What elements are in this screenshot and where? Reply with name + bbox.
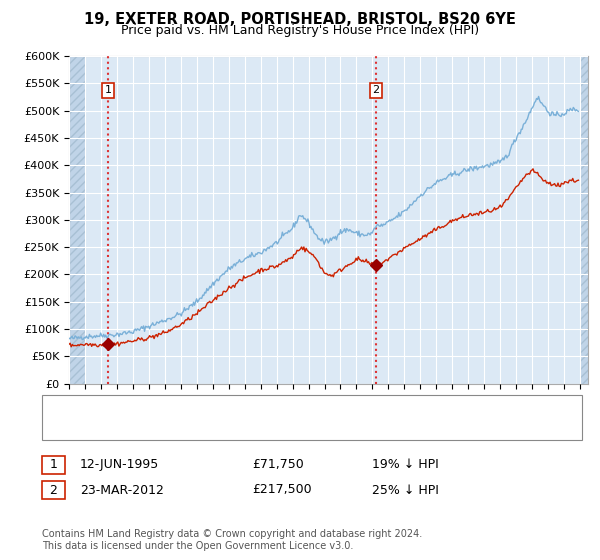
Text: 2: 2 <box>49 483 58 497</box>
Text: 23-MAR-2012: 23-MAR-2012 <box>80 483 164 497</box>
Text: HPI: Average price, detached house, North Somerset: HPI: Average price, detached house, Nort… <box>102 419 397 429</box>
Text: 25% ↓ HPI: 25% ↓ HPI <box>372 483 439 497</box>
Text: Price paid vs. HM Land Registry's House Price Index (HPI): Price paid vs. HM Land Registry's House … <box>121 24 479 36</box>
Text: 1: 1 <box>104 85 112 95</box>
Text: 19, EXETER ROAD, PORTISHEAD, BRISTOL, BS20 6YE: 19, EXETER ROAD, PORTISHEAD, BRISTOL, BS… <box>84 12 516 27</box>
Bar <box>580 56 588 384</box>
Text: 1: 1 <box>49 458 58 472</box>
Text: 19, EXETER ROAD, PORTISHEAD, BRISTOL, BS20 6YE (detached house): 19, EXETER ROAD, PORTISHEAD, BRISTOL, BS… <box>102 400 497 410</box>
Bar <box>580 56 588 384</box>
Text: £71,750: £71,750 <box>252 458 304 472</box>
Text: 19% ↓ HPI: 19% ↓ HPI <box>372 458 439 472</box>
Text: £217,500: £217,500 <box>252 483 311 497</box>
Bar <box>69 56 85 384</box>
Text: 12-JUN-1995: 12-JUN-1995 <box>80 458 159 472</box>
Bar <box>69 56 85 384</box>
Text: 2: 2 <box>373 85 379 95</box>
Text: Contains HM Land Registry data © Crown copyright and database right 2024.
This d: Contains HM Land Registry data © Crown c… <box>42 529 422 551</box>
